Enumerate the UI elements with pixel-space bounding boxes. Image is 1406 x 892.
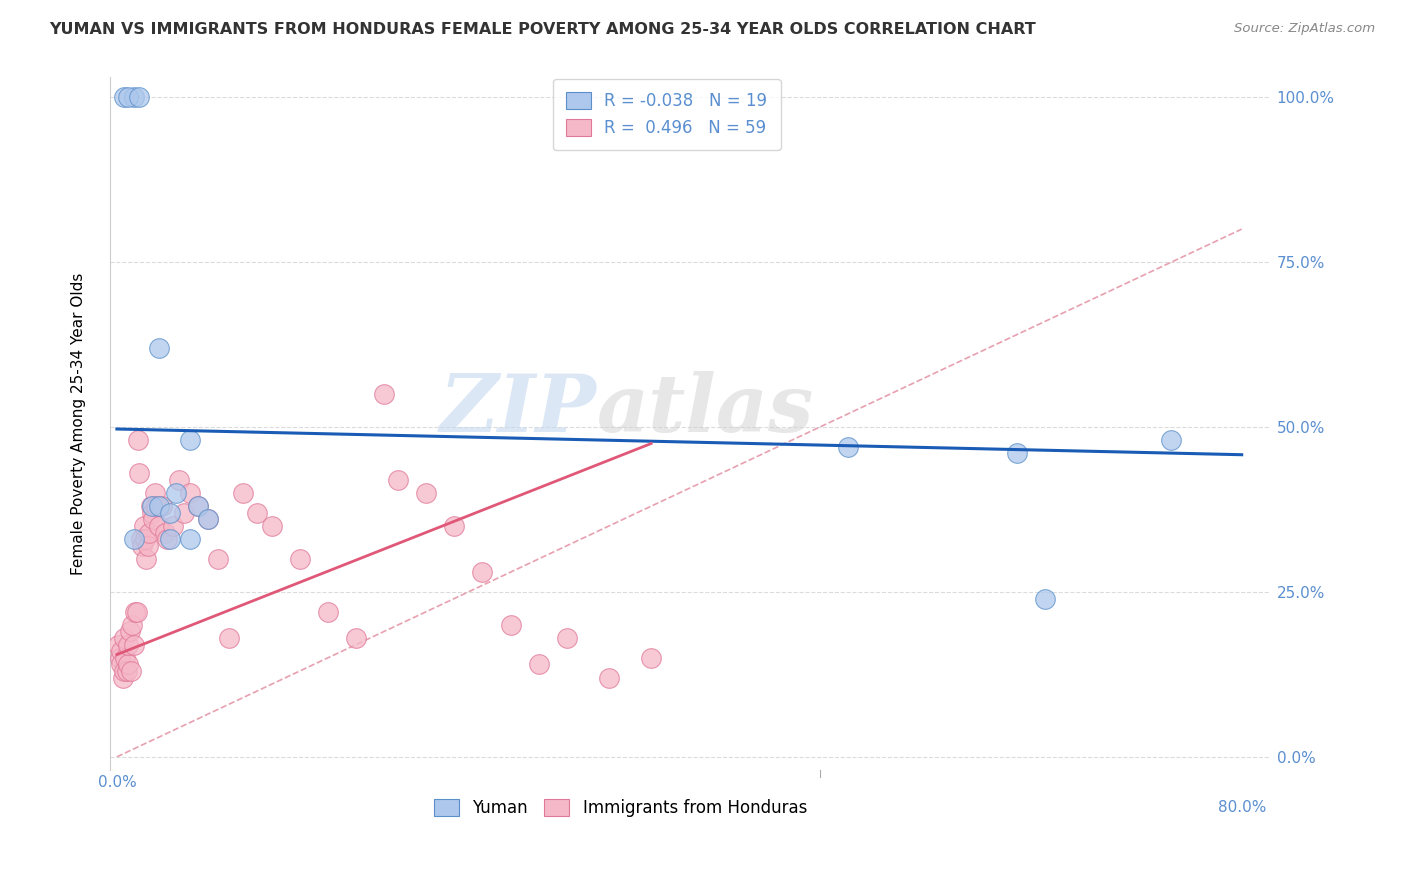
Point: [187, 499, 209, 513]
Point: [837, 440, 859, 454]
Point: [165, 486, 187, 500]
Point: [117, 638, 139, 652]
Point: [131, 539, 153, 553]
Point: [117, 657, 139, 672]
Point: [153, 525, 176, 540]
Point: [112, 664, 135, 678]
Point: [197, 512, 219, 526]
Legend: Yuman, Immigrants from Honduras: Yuman, Immigrants from Honduras: [427, 792, 814, 824]
Text: YUMAN VS IMMIGRANTS FROM HONDURAS FEMALE POVERTY AMONG 25-34 YEAR OLDS CORRELATI: YUMAN VS IMMIGRANTS FROM HONDURAS FEMALE…: [49, 22, 1036, 37]
Point: [179, 434, 201, 448]
Point: [118, 624, 141, 639]
Text: ZIP: ZIP: [440, 371, 598, 449]
Point: [179, 532, 201, 546]
Point: [117, 90, 139, 104]
Point: [122, 532, 145, 546]
Point: [124, 605, 146, 619]
Point: [150, 499, 173, 513]
Point: [122, 90, 145, 104]
Point: [148, 519, 170, 533]
Point: [197, 512, 219, 526]
Point: [260, 519, 283, 533]
Point: [112, 631, 135, 645]
Point: [148, 499, 170, 513]
Point: [127, 434, 149, 448]
Point: [112, 90, 135, 104]
Text: Source: ZipAtlas.com: Source: ZipAtlas.com: [1234, 22, 1375, 36]
Point: [107, 638, 129, 652]
Point: [598, 671, 620, 685]
Point: [143, 486, 166, 500]
Point: [122, 638, 145, 652]
Point: [139, 499, 162, 513]
Point: [162, 519, 184, 533]
Point: [128, 90, 150, 104]
Point: [167, 473, 190, 487]
Point: [179, 486, 201, 500]
Point: [173, 506, 195, 520]
Point: [288, 552, 311, 566]
Point: [640, 651, 662, 665]
Point: [159, 506, 181, 520]
Point: [121, 618, 143, 632]
Point: [499, 618, 522, 632]
Point: [373, 387, 395, 401]
Point: [1160, 434, 1182, 448]
Point: [156, 532, 179, 546]
Text: atlas: atlas: [598, 371, 814, 449]
Point: [138, 525, 160, 540]
Point: [114, 651, 136, 665]
Point: [527, 657, 550, 672]
Point: [141, 499, 163, 513]
Point: [1033, 591, 1056, 606]
Point: [135, 552, 157, 566]
Point: [132, 519, 155, 533]
Point: [110, 644, 132, 658]
Text: 80.0%: 80.0%: [1218, 800, 1265, 814]
Point: [246, 506, 269, 520]
Point: [145, 499, 167, 513]
Y-axis label: Female Poverty Among 25-34 Year Olds: Female Poverty Among 25-34 Year Olds: [72, 273, 86, 575]
Point: [134, 532, 156, 546]
Point: [232, 486, 254, 500]
Point: [159, 532, 181, 546]
Point: [148, 341, 170, 355]
Point: [108, 651, 131, 665]
Point: [207, 552, 229, 566]
Point: [187, 499, 209, 513]
Point: [141, 506, 163, 520]
Point: [125, 605, 148, 619]
Point: [136, 539, 159, 553]
Point: [111, 671, 134, 685]
Point: [415, 486, 437, 500]
Point: [142, 512, 165, 526]
Point: [129, 532, 152, 546]
Point: [1005, 446, 1028, 460]
Point: [316, 605, 339, 619]
Point: [344, 631, 367, 645]
Point: [218, 631, 240, 645]
Point: [443, 519, 465, 533]
Point: [471, 565, 494, 579]
Point: [555, 631, 578, 645]
Point: [120, 664, 142, 678]
Point: [115, 664, 138, 678]
Point: [128, 466, 150, 480]
Point: [387, 473, 409, 487]
Point: [110, 657, 132, 672]
